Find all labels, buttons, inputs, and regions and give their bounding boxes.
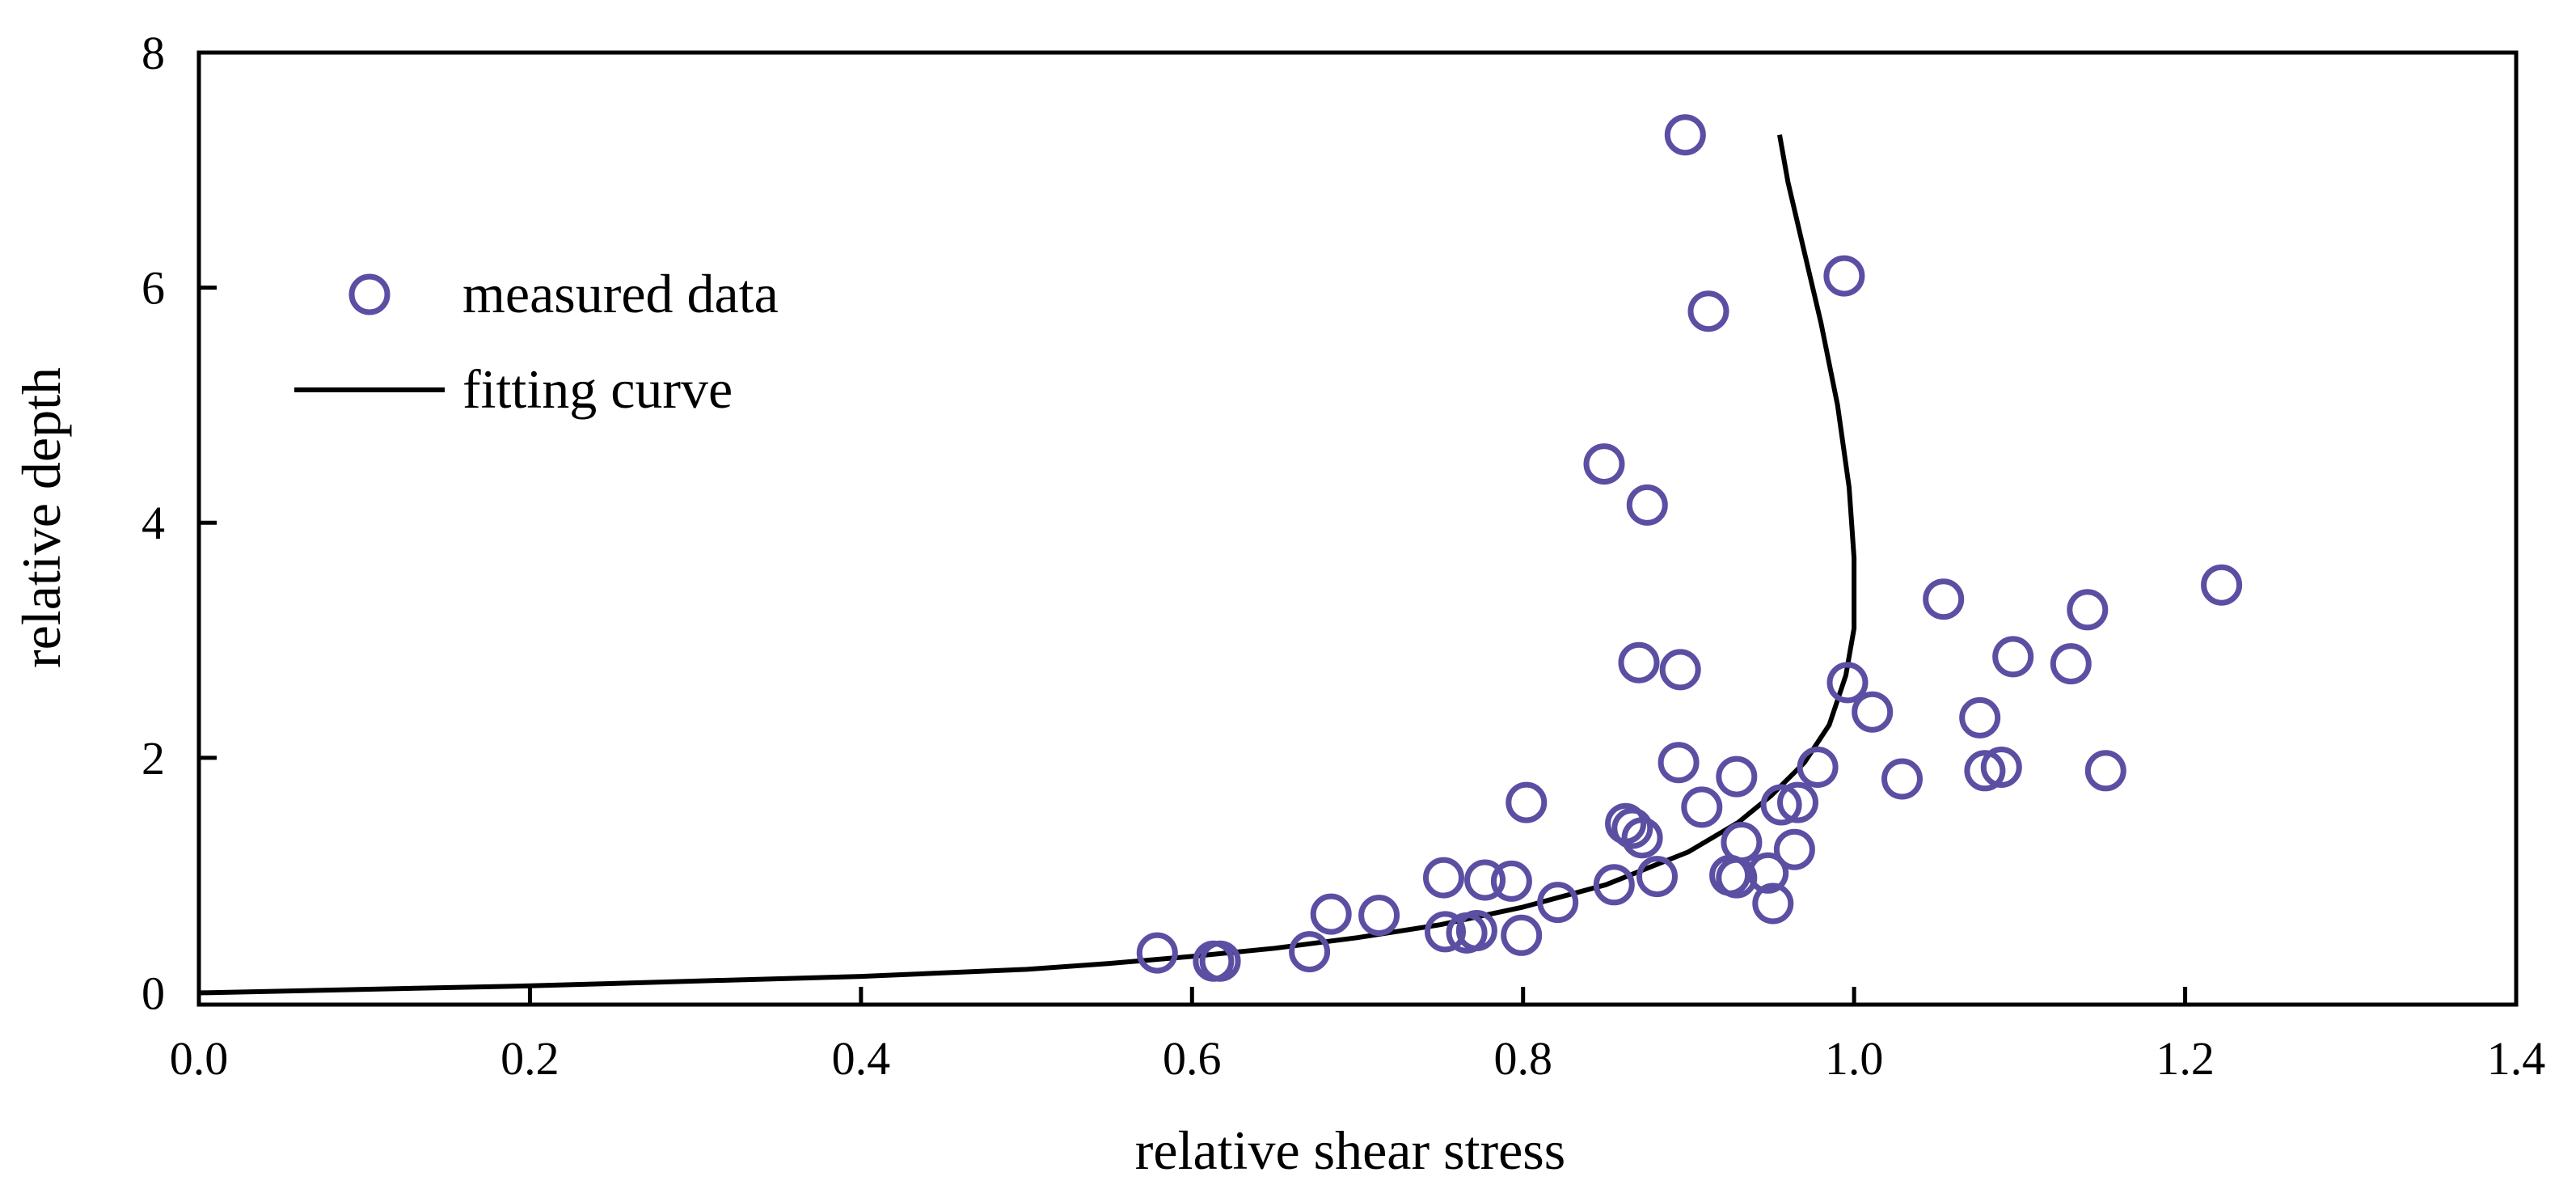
measured-data-point	[2050, 643, 2092, 685]
measured-data-point	[1681, 786, 1723, 828]
fitting-curve-line	[198, 134, 1857, 996]
measured-data-point	[1289, 931, 1331, 973]
x-axis-label: relative shear stress	[1135, 1119, 1565, 1181]
measured-data-point	[2067, 589, 2109, 631]
y-tick-label: 0	[141, 967, 165, 1019]
legend: measured data fitting curve	[294, 263, 779, 420]
legend-label-measured-data: measured data	[462, 263, 779, 324]
x-tick-label: 1.4	[2487, 1032, 2546, 1085]
measured-data-point	[1777, 781, 1818, 823]
y-axis-ticks: 0 2 4 6 8	[141, 27, 217, 1019]
measured-data-point	[1199, 940, 1241, 982]
measured-data-point	[1611, 807, 1653, 849]
measured-data-point	[1964, 750, 2006, 792]
x-tick-label: 0.6	[1163, 1032, 1222, 1085]
measured-data-point	[1537, 882, 1579, 924]
measured-data-point	[1423, 857, 1464, 899]
measured-data-point	[1501, 914, 1543, 956]
measured-data-point	[1687, 290, 1729, 332]
measured-data-point	[1621, 817, 1663, 859]
y-tick-label: 6	[141, 262, 165, 315]
measured-data-point	[1583, 443, 1625, 485]
measured-data-point	[1752, 882, 1794, 925]
x-tick-label: 0.8	[1493, 1032, 1552, 1085]
x-tick-label: 0.4	[832, 1032, 891, 1085]
fitting-curve-layer	[198, 134, 1857, 996]
y-axis-label: relative depth	[11, 367, 72, 668]
measured-data-point	[1626, 484, 1668, 526]
legend-marker-measured-data	[348, 273, 391, 315]
measured-data-point	[1881, 758, 1923, 800]
measured-data-point	[1636, 856, 1678, 898]
measured-data-point	[1505, 781, 1548, 823]
measured-points-layer	[1136, 114, 2243, 982]
measured-data-point	[1980, 747, 2022, 788]
measured-data-point	[1826, 662, 1869, 704]
measured-data-point	[1490, 860, 1532, 902]
y-tick-label: 4	[141, 497, 165, 549]
x-tick-label: 0.2	[500, 1032, 560, 1085]
y-tick-label: 8	[141, 27, 165, 79]
measured-data-point	[1760, 784, 1802, 826]
plot-frame	[196, 50, 2519, 1007]
measured-data-point	[1425, 911, 1466, 953]
measured-data-point	[1664, 114, 1706, 156]
measured-data-point	[1716, 755, 1758, 798]
measured-data-point	[1773, 828, 1815, 870]
legend-label-fitting-curve: fitting curve	[462, 358, 733, 420]
x-tick-label: 1.2	[2156, 1032, 2215, 1085]
measured-data-point	[1659, 649, 1701, 691]
measured-data-point	[1797, 747, 1839, 788]
measured-data-point	[1959, 696, 2001, 739]
measured-data-point	[1136, 932, 1178, 974]
measured-data-point	[1923, 578, 1965, 620]
measured-data-point	[1992, 636, 2034, 678]
x-tick-label: 1.0	[1825, 1032, 1884, 1085]
measured-data-point	[1455, 910, 1497, 951]
measured-data-point	[1658, 742, 1700, 784]
measured-data-point	[1618, 641, 1660, 683]
measured-data-point	[1358, 895, 1400, 937]
measured-data-point	[1593, 864, 1635, 906]
measured-data-point	[1747, 852, 1789, 894]
x-tick-label: 0.0	[170, 1032, 229, 1085]
measured-data-point	[2084, 750, 2126, 792]
measured-data-point	[1310, 893, 1352, 935]
measured-data-point	[1716, 857, 1758, 899]
measured-data-point	[1852, 691, 1894, 733]
measured-data-point	[2201, 564, 2243, 606]
measured-data-point	[1823, 255, 1865, 297]
measured-data-point	[1464, 859, 1506, 901]
y-tick-label: 2	[141, 732, 165, 785]
x-axis-ticks: 0.0 0.2 0.4 0.6 0.8 1.0 1.2 1.4	[170, 987, 2546, 1085]
